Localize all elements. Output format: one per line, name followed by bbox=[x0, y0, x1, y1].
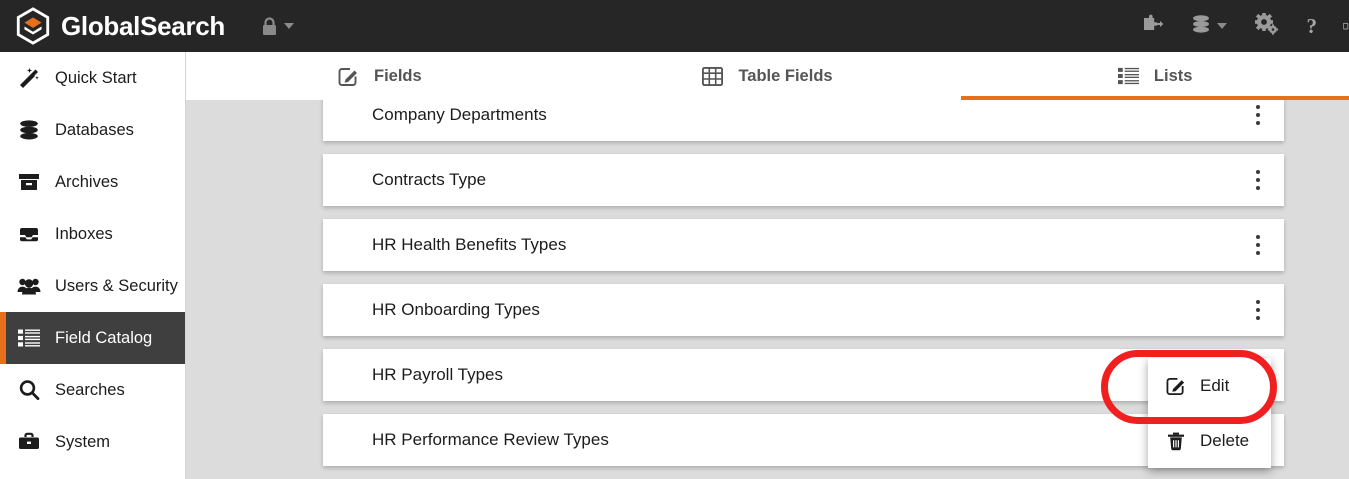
sidebar-item-archives[interactable]: Archives bbox=[0, 156, 185, 208]
list-item[interactable]: HR Performance Review Types bbox=[323, 414, 1284, 466]
search-magnifier-icon bbox=[16, 379, 42, 401]
context-menu-item-delete[interactable]: Delete bbox=[1148, 413, 1271, 468]
topbar-actions: ? bbox=[1127, 0, 1349, 52]
top-bar: GlobalSearch bbox=[0, 0, 1349, 52]
list-item-label: HR Health Benefits Types bbox=[372, 235, 567, 254]
sidebar-item-users-security[interactable]: Users & Security bbox=[0, 260, 185, 312]
database-menu-button[interactable] bbox=[1177, 0, 1241, 52]
inbox-tray-icon bbox=[16, 223, 42, 245]
lists-rows: Company Departments Contracts Type HR He… bbox=[186, 100, 1349, 479]
sidebar-item-quick-start[interactable]: Quick Start bbox=[0, 52, 185, 104]
sidebar-item-label: Field Catalog bbox=[55, 328, 153, 347]
sidebar: Quick Start Databases Archives bbox=[0, 52, 186, 479]
sidebar-item-label: Archives bbox=[55, 172, 119, 191]
chevron-down-icon bbox=[284, 23, 295, 29]
users-group-icon bbox=[16, 275, 42, 297]
hexagon-cube-logo-icon bbox=[14, 7, 52, 45]
sidebar-item-inboxes[interactable]: Inboxes bbox=[0, 208, 185, 260]
tab-table-fields[interactable]: Table Fields bbox=[574, 52, 962, 100]
context-menu-item-label: Edit bbox=[1200, 375, 1230, 395]
list-item-label: HR Payroll Types bbox=[372, 365, 504, 384]
padlock-icon bbox=[261, 16, 278, 36]
gears-icon bbox=[1254, 12, 1279, 40]
list-lines-icon bbox=[1117, 67, 1139, 85]
sidebar-item-field-catalog[interactable]: Field Catalog bbox=[0, 312, 185, 364]
chevron-down-icon bbox=[1216, 23, 1227, 29]
sidebar-item-label: Inboxes bbox=[55, 224, 113, 243]
list-item[interactable]: Contracts Type bbox=[323, 154, 1284, 206]
briefcase-icon bbox=[16, 431, 42, 453]
sidebar-item-databases[interactable]: Databases bbox=[0, 104, 185, 156]
tab-lists[interactable]: Lists bbox=[961, 52, 1349, 100]
row-context-menu: Edit Delete bbox=[1148, 358, 1271, 468]
sidebar-item-searches[interactable]: Searches bbox=[0, 364, 185, 416]
database-stack-icon bbox=[1191, 14, 1211, 39]
tab-label: Fields bbox=[373, 66, 422, 85]
sidebar-item-label: Quick Start bbox=[55, 68, 137, 87]
sidebar-item-label: Searches bbox=[55, 380, 125, 399]
plugin-arrow-icon bbox=[1141, 14, 1163, 39]
list-lines-icon bbox=[16, 328, 42, 348]
kebab-vertical-icon[interactable] bbox=[1248, 232, 1268, 258]
list-item-label: HR Performance Review Types bbox=[372, 430, 609, 449]
pencil-square-icon bbox=[338, 66, 359, 87]
kebab-vertical-icon[interactable] bbox=[1248, 297, 1268, 323]
edge-overflow-icon[interactable] bbox=[1331, 0, 1349, 52]
list-item[interactable]: HR Health Benefits Types bbox=[323, 219, 1284, 271]
magic-wand-icon bbox=[16, 67, 42, 89]
help-button[interactable]: ? bbox=[1293, 0, 1332, 52]
list-item-label: Company Departments bbox=[372, 105, 547, 124]
sidebar-item-label: Users & Security bbox=[55, 276, 178, 295]
security-lock-menu[interactable] bbox=[261, 16, 295, 36]
list-item[interactable]: HR Onboarding Types bbox=[323, 284, 1284, 336]
settings-button[interactable] bbox=[1241, 0, 1293, 52]
kebab-vertical-icon[interactable] bbox=[1248, 102, 1268, 128]
tab-fields[interactable]: Fields bbox=[186, 52, 574, 100]
database-stack-icon bbox=[16, 119, 42, 141]
app-logo[interactable]: GlobalSearch bbox=[14, 7, 225, 45]
list-item-label: HR Onboarding Types bbox=[372, 300, 540, 319]
tab-bar: Fields Table Fields bbox=[186, 52, 1349, 100]
tab-label: Lists bbox=[1153, 66, 1193, 85]
sidebar-item-label: Databases bbox=[55, 120, 134, 139]
trash-can-icon bbox=[1166, 431, 1186, 451]
kebab-vertical-icon[interactable] bbox=[1248, 167, 1268, 193]
sidebar-item-label: System bbox=[55, 432, 111, 451]
question-mark-icon: ? bbox=[1306, 13, 1318, 38]
brand-title: GlobalSearch bbox=[61, 10, 226, 41]
list-item-label: Contracts Type bbox=[372, 170, 487, 189]
context-menu-item-label: Delete bbox=[1200, 430, 1250, 450]
sidebar-item-system[interactable]: System bbox=[0, 416, 185, 468]
grid-table-icon bbox=[702, 66, 724, 86]
list-item[interactable]: Company Departments bbox=[323, 100, 1284, 141]
context-menu-item-edit[interactable]: Edit bbox=[1148, 358, 1271, 413]
archive-box-icon bbox=[16, 171, 42, 193]
plugin-add-button[interactable] bbox=[1127, 0, 1177, 52]
pencil-square-icon bbox=[1166, 376, 1186, 396]
list-item[interactable]: HR Payroll Types bbox=[323, 349, 1284, 401]
tab-label: Table Fields bbox=[738, 66, 833, 85]
